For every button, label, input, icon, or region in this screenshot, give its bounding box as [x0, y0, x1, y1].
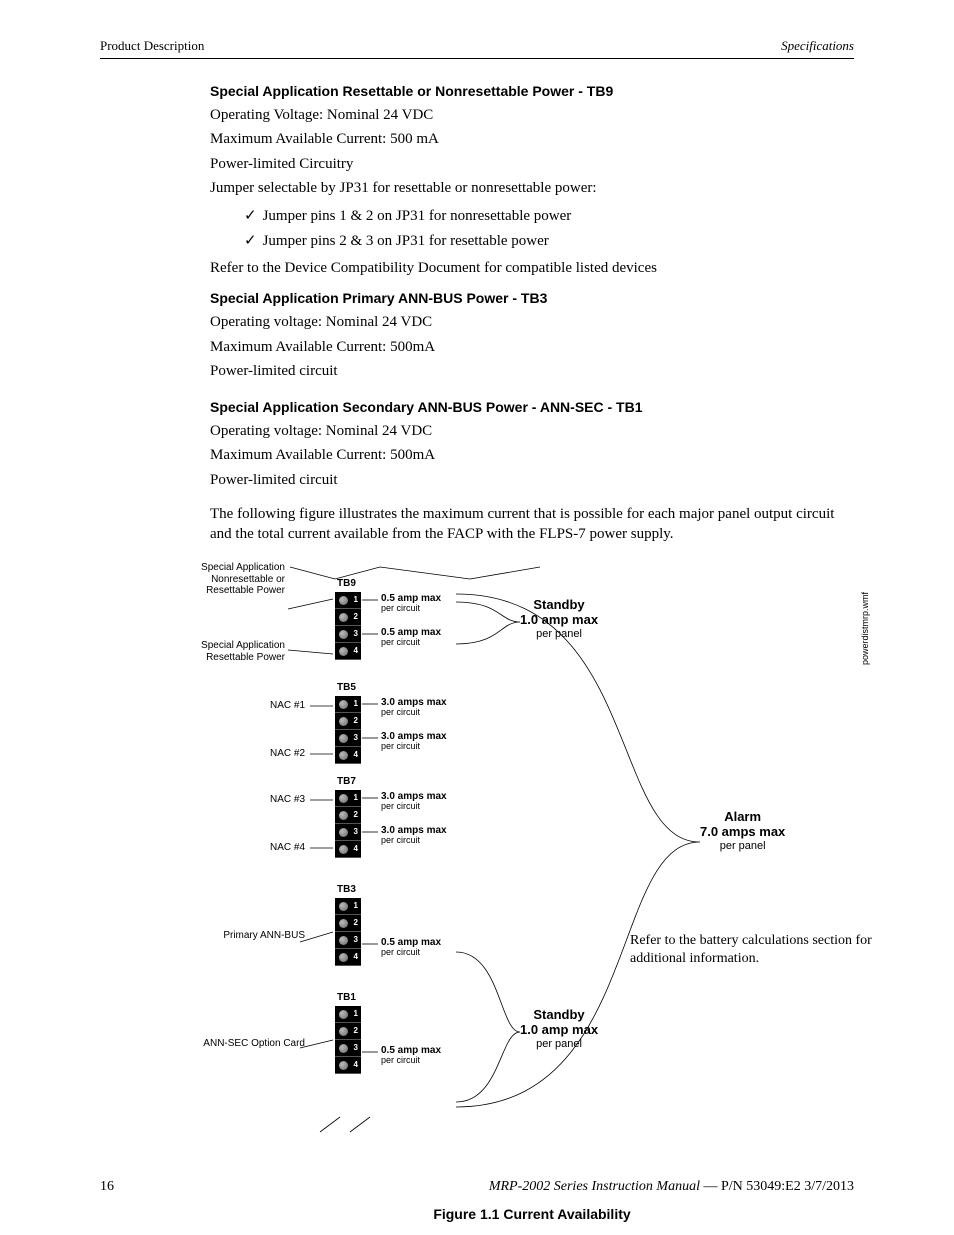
tb-label: TB1 — [337, 992, 356, 1003]
amp-rating: 3.0 amps maxper circuit — [381, 732, 447, 751]
terminal-block-tb9: TB91234 — [335, 592, 361, 660]
check-icon: ✓ — [244, 232, 257, 249]
tb-pin: 2 — [335, 609, 361, 626]
tb-pin: 4 — [335, 643, 361, 660]
spec-line: Operating voltage: Nominal 24 VDC — [210, 421, 854, 441]
alarm-label: Alarm 7.0 amps max per panel — [700, 810, 785, 853]
page-number: 16 — [100, 1179, 114, 1195]
spec-line: Power-limited circuit — [210, 361, 854, 381]
spec-line: Power-limited Circuitry — [210, 154, 854, 174]
tb-pin: 2 — [335, 1023, 361, 1040]
label-annsec: ANN-SEC Option Card — [170, 1038, 305, 1050]
tb-label: TB7 — [337, 776, 356, 787]
tb-pin: 2 — [335, 713, 361, 730]
tb-pin: 4 — [335, 949, 361, 966]
page-footer: 16 MRP-2002 Series Instruction Manual — … — [100, 1179, 854, 1195]
label-tb9a: Special Application Nonresettable or Res… — [170, 562, 285, 597]
battery-note: Refer to the battery calculations sectio… — [630, 932, 890, 968]
tb-pin: 3 — [335, 932, 361, 949]
tb-pin: 1 — [335, 898, 361, 915]
amp-rating: 3.0 amps maxper circuit — [381, 792, 447, 811]
spec-line: Maximum Available Current: 500 mA — [210, 129, 854, 149]
spec-line: Operating voltage: Nominal 24 VDC — [210, 312, 854, 332]
check-item: ✓Jumper pins 2 & 3 on JP31 for resettabl… — [244, 231, 854, 250]
terminal-block-tb3: TB31234 — [335, 898, 361, 966]
spec-line: Maximum Available Current: 500mA — [210, 445, 854, 465]
tb-label: TB9 — [337, 578, 356, 589]
page-header: Product Description Specifications — [100, 38, 854, 59]
tb-label: TB3 — [337, 884, 356, 895]
terminal-block-tb5: TB51234 — [335, 696, 361, 764]
tb-pin: 1 — [335, 592, 361, 609]
amp-rating: 0.5 amp maxper circuit — [381, 628, 441, 647]
header-left: Product Description — [100, 38, 204, 54]
label-annbus: Primary ANN-BUS — [170, 930, 305, 942]
wmf-filename: powerdistmrp.wmf — [860, 592, 870, 665]
section-title-tb1: Special Application Secondary ANN-BUS Po… — [210, 399, 854, 415]
terminal-block-tb1: TB11234 — [335, 1006, 361, 1074]
figure-caption: Figure 1.1 Current Availability — [210, 1206, 854, 1222]
section-title-tb3: Special Application Primary ANN-BUS Powe… — [210, 290, 854, 306]
tb-pin: 3 — [335, 730, 361, 747]
amp-rating: 3.0 amps maxper circuit — [381, 826, 447, 845]
label-nac3: NAC #3 — [170, 794, 305, 806]
amp-rating: 0.5 amp maxper circuit — [381, 1046, 441, 1065]
label-nac4: NAC #4 — [170, 842, 305, 854]
tb-pin: 2 — [335, 807, 361, 824]
main-content: Special Application Resettable or Nonres… — [210, 83, 854, 1222]
label-nac1: NAC #1 — [170, 700, 305, 712]
tb-pin: 3 — [335, 626, 361, 643]
check-item: ✓Jumper pins 1 & 2 on JP31 for nonresett… — [244, 206, 854, 225]
standby-bottom: Standby 1.0 amp max per panel — [520, 1008, 598, 1051]
tb-pin: 3 — [335, 824, 361, 841]
tb-pin: 4 — [335, 747, 361, 764]
tb-pin: 1 — [335, 790, 361, 807]
amp-rating: 0.5 amp maxper circuit — [381, 594, 441, 613]
figure-diagram: TB912340.5 amp maxper circuit0.5 amp max… — [170, 562, 930, 1202]
figure-intro: The following figure illustrates the max… — [210, 504, 854, 545]
spec-line: Maximum Available Current: 500mA — [210, 337, 854, 357]
label-nac2: NAC #2 — [170, 748, 305, 760]
tb-pin: 4 — [335, 841, 361, 858]
amp-rating: 3.0 amps maxper circuit — [381, 698, 447, 717]
tb-pin: 4 — [335, 1057, 361, 1074]
jumper-list: ✓Jumper pins 1 & 2 on JP31 for nonresett… — [244, 206, 854, 250]
terminal-block-tb7: TB71234 — [335, 790, 361, 858]
section-title-tb9: Special Application Resettable or Nonres… — [210, 83, 854, 99]
amp-rating: 0.5 amp maxper circuit — [381, 938, 441, 957]
tb-pin: 3 — [335, 1040, 361, 1057]
spec-line: Power-limited circuit — [210, 470, 854, 490]
tb-pin: 1 — [335, 1006, 361, 1023]
check-icon: ✓ — [244, 207, 257, 224]
tb-pin: 2 — [335, 915, 361, 932]
spec-line: Operating Voltage: Nominal 24 VDC — [210, 105, 854, 125]
spec-line: Jumper selectable by JP31 for resettable… — [210, 178, 854, 198]
footer-right: MRP-2002 Series Instruction Manual — P/N… — [489, 1179, 854, 1195]
tb-label: TB5 — [337, 682, 356, 693]
spec-line: Refer to the Device Compatibility Docume… — [210, 258, 854, 278]
standby-top: Standby 1.0 amp max per panel — [520, 598, 598, 641]
label-tb9b: Special Application Resettable Power — [170, 640, 285, 663]
tb-pin: 1 — [335, 696, 361, 713]
header-right: Specifications — [781, 38, 854, 54]
